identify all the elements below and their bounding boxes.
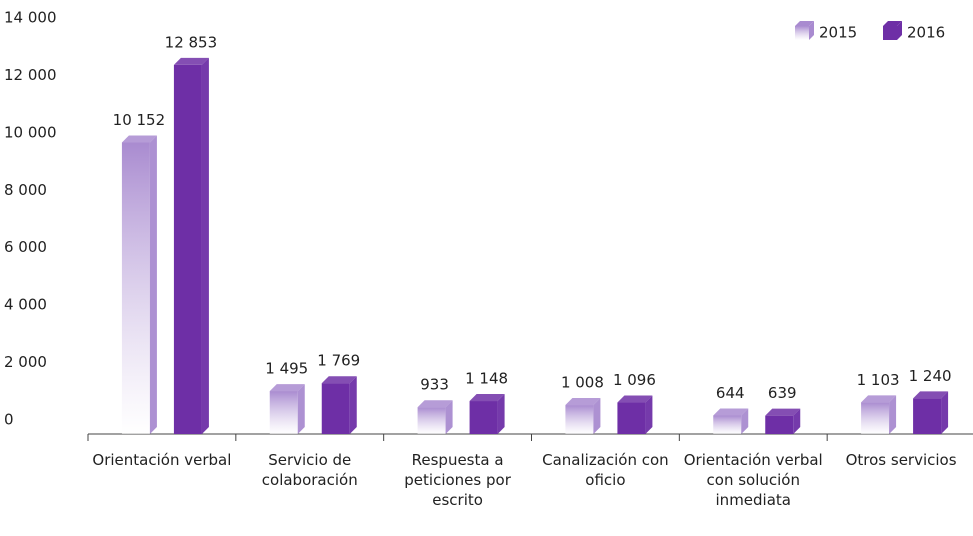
value-label: 1 148 — [465, 370, 508, 388]
y-tick-label: 8 000 — [4, 181, 47, 199]
bar-side — [497, 394, 505, 434]
value-label: 644 — [716, 384, 745, 402]
bar-top — [617, 395, 653, 403]
bar-front — [617, 402, 646, 434]
bar-top — [713, 408, 749, 416]
bar-side — [793, 408, 801, 434]
bar — [173, 57, 209, 434]
bar-top — [469, 394, 505, 402]
value-label: 1 008 — [561, 374, 604, 392]
bar-front — [321, 383, 350, 434]
legend-swatch-top — [795, 21, 814, 26]
bar-front — [861, 402, 890, 434]
bar — [713, 408, 749, 434]
legend-swatch — [883, 26, 897, 40]
bar-side — [593, 398, 601, 434]
value-label: 1 096 — [613, 371, 656, 389]
bar-top — [321, 376, 357, 384]
y-tick-label: 0 — [4, 411, 14, 429]
bar-side — [297, 384, 305, 434]
bar-front — [765, 415, 794, 434]
bar — [861, 395, 897, 434]
y-tick-label: 10 000 — [4, 123, 57, 141]
bar-front — [269, 391, 298, 434]
bar — [469, 394, 505, 434]
bar-front — [417, 407, 446, 434]
value-label: 1 240 — [909, 367, 952, 385]
y-tick-label: 2 000 — [4, 353, 47, 371]
value-label: 10 152 — [113, 111, 166, 129]
bar-side — [645, 395, 653, 434]
bar-side — [349, 376, 357, 434]
bar-front — [565, 405, 594, 434]
bar-side — [149, 135, 157, 435]
bar-front — [469, 401, 498, 434]
bar-top — [173, 57, 209, 65]
bar-top — [861, 395, 897, 403]
value-label: 1 769 — [317, 352, 360, 370]
legend-swatch-top — [883, 21, 902, 26]
value-label: 12 853 — [165, 33, 218, 51]
bar-top — [765, 408, 801, 416]
bar — [765, 408, 801, 434]
y-tick-label: 6 000 — [4, 238, 47, 256]
bar — [913, 391, 949, 434]
value-label: 1 495 — [265, 360, 308, 378]
x-tick-label: Canalización con oficio — [542, 451, 669, 489]
bar-top — [565, 398, 601, 406]
x-tick-label: Otros servicios — [845, 451, 957, 469]
y-tick-label: 4 000 — [4, 296, 47, 314]
y-tick-label: 14 000 — [4, 9, 57, 27]
bar-side — [889, 395, 897, 434]
bar-side — [941, 391, 949, 434]
legend-swatch-side — [897, 21, 902, 40]
bar-top — [121, 135, 157, 143]
y-tick-label: 12 000 — [4, 66, 57, 84]
legend-label: 2016 — [907, 24, 945, 42]
bar-front — [173, 64, 202, 434]
bar — [565, 398, 601, 434]
value-label: 933 — [420, 376, 449, 394]
bar-side — [201, 57, 209, 434]
x-tick-label: Orientación verbal con solución inmediat… — [683, 451, 823, 509]
bar-top — [913, 391, 949, 399]
value-label: 639 — [768, 384, 797, 402]
bar-front — [913, 398, 942, 434]
bar — [269, 384, 305, 434]
x-tick-label: Respuesta a peticiones por escrito — [404, 451, 511, 509]
x-tick-label: Orientación verbal — [92, 451, 232, 469]
value-label: 1 103 — [857, 371, 900, 389]
bar-front — [713, 415, 742, 434]
x-tick-label: Servicio de colaboración — [261, 451, 358, 489]
bar — [321, 376, 357, 434]
legend-swatch — [795, 26, 809, 40]
legend-swatch-side — [809, 21, 814, 40]
bar-front — [121, 142, 150, 435]
bar — [121, 135, 157, 435]
bar — [617, 395, 653, 434]
legend-label: 2015 — [819, 24, 857, 42]
bar — [417, 400, 453, 434]
bar-top — [417, 400, 453, 408]
bar-side — [741, 408, 749, 434]
bar-side — [445, 400, 453, 434]
bar-top — [269, 384, 305, 392]
